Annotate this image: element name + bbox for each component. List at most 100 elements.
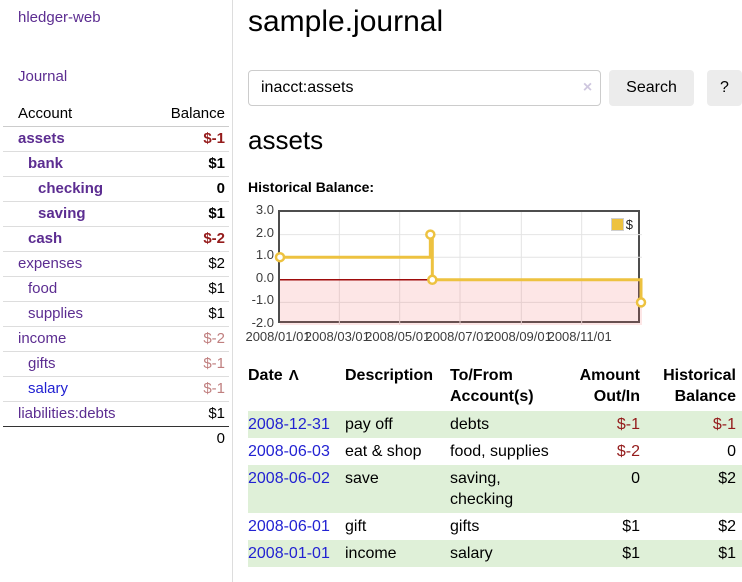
sidebar-account-row: salary $-1: [3, 376, 229, 402]
register-date-link[interactable]: 2008-06-03: [248, 443, 330, 460]
x-axis-tick-label: 2008/07/01: [425, 329, 491, 344]
register-balance-cell: $2: [718, 518, 736, 535]
register-column-accounts: To/From Account(s): [450, 367, 534, 405]
register-accounts-cell: debts: [450, 416, 490, 433]
register-amount-cell: $-2: [616, 443, 640, 460]
chart-legend: $: [610, 217, 633, 232]
register-description-cell: pay off: [345, 416, 393, 433]
y-axis-tick-label: 1.0: [255, 247, 274, 263]
register-header-row: Date Λ Description To/From Account(s) Amo…: [248, 363, 742, 411]
x-axis-tick-label: 2008/11/01: [547, 329, 612, 344]
register-amount-cell: $-1: [616, 416, 640, 433]
sidebar-account-link[interactable]: salary: [28, 380, 69, 397]
accounts-total-row: 0: [3, 426, 229, 451]
register-amount-cell: $1: [622, 518, 640, 535]
register-column-date[interactable]: Date Λ: [248, 363, 345, 411]
sidebar-account-row: expenses $2: [3, 251, 229, 277]
register-date-cell: 2008-12-31: [248, 411, 345, 438]
register-date-link[interactable]: 2008-06-01: [248, 518, 330, 535]
account-balance: $-1: [151, 376, 229, 402]
register-date-cell: 2008-06-01: [248, 513, 345, 540]
register-column-description: Description: [345, 367, 434, 384]
y-axis-tick-label: -1.0: [251, 292, 274, 308]
account-balance: $1: [151, 401, 229, 427]
register-date-cell: 2008-06-03: [248, 438, 345, 465]
register-accounts-cell: saving, checking: [450, 470, 514, 508]
sidebar: hledger-web Journal Account Balance asse…: [0, 0, 233, 582]
register-column-balance: Historical Balance: [663, 367, 736, 405]
sidebar-account-row: food $1: [3, 276, 229, 302]
historical-balance-chart: $ 3.0 2.0 1.0 0.0 -1.0 -2.0 2008/01/01 2008/03/…: [245, 203, 648, 344]
app-brand-link[interactable]: hledger-web: [18, 9, 101, 26]
account-balance: $1: [151, 276, 229, 302]
search-form: × Search ?: [248, 70, 742, 106]
register-row: 2008-06-01 gift gifts $1 $2: [248, 513, 742, 540]
register-description-cell: income: [345, 545, 397, 562]
y-axis-tick-label: 3.0: [255, 202, 274, 217]
sidebar-account-link[interactable]: checking: [38, 180, 104, 197]
register-balance-cell: $1: [718, 545, 736, 562]
sidebar-account-link[interactable]: bank: [28, 155, 64, 172]
register-amount-cell: $1: [622, 545, 640, 562]
register-accounts-cell: gifts: [450, 518, 480, 535]
sort-ascending-icon: Λ: [288, 367, 299, 384]
register-row: 2008-06-03 eat & shop food, supplies $-2 0: [248, 438, 742, 465]
sidebar-account-row: checking 0: [3, 176, 229, 202]
chart-plot-area[interactable]: $: [274, 210, 647, 325]
account-balance: $1: [151, 201, 229, 227]
legend-label: $: [625, 217, 633, 232]
clear-search-icon[interactable]: ×: [582, 79, 593, 96]
account-balance: $-1: [203, 130, 225, 147]
register-date-link[interactable]: 2008-06-02: [248, 470, 330, 487]
sidebar-account-link[interactable]: income: [18, 330, 67, 347]
chart-label: Historical Balance:: [248, 179, 375, 195]
account-balance: $-1: [151, 351, 229, 377]
register-row: 2008-01-01 income salary $1 $1: [248, 540, 742, 567]
sidebar-account-link[interactable]: food: [28, 280, 58, 297]
sidebar-accounts-body: assets $-1 bank $1 checking 0 saving $1 cash $-2 e…: [3, 127, 229, 427]
register-description-cell: eat & shop: [345, 443, 422, 460]
accounts-table: Account Balance assets $-1 bank $1 checking 0…: [3, 102, 229, 451]
y-axis-tick-label: 0.0: [255, 269, 274, 285]
register-column-amount: Amount Out/In: [579, 367, 640, 405]
sidebar-account-link[interactable]: liabilities:debts: [18, 405, 116, 422]
sidebar-account-row: cash $-2: [3, 226, 229, 252]
chart-canvas: [274, 212, 647, 325]
sidebar-account-link[interactable]: supplies: [28, 305, 84, 322]
accounts-total-value: 0: [151, 426, 229, 451]
sidebar-account-row: saving $1: [3, 201, 229, 227]
x-axis-tick-label: 2008/03/01: [304, 329, 370, 344]
account-balance: $1: [151, 151, 229, 177]
sidebar-account-row: liabilities:debts $1: [3, 401, 229, 427]
x-axis-tick-label: 2008/09/01: [486, 329, 552, 344]
search-input[interactable]: [248, 70, 602, 106]
register-column-date-label: Date: [248, 367, 283, 384]
accounts-table-header: Account Balance: [3, 102, 229, 127]
register-description-cell: save: [345, 470, 379, 487]
search-button[interactable]: Search: [609, 70, 694, 106]
account-balance: $-2: [151, 326, 229, 352]
register-balance-cell: 0: [727, 443, 736, 460]
help-button[interactable]: ?: [706, 70, 742, 106]
register-accounts-cell: food, supplies: [450, 443, 549, 460]
register-date-cell: 2008-01-01: [248, 540, 345, 567]
sidebar-item-journal[interactable]: Journal: [18, 68, 68, 85]
sidebar-account-link[interactable]: gifts: [28, 355, 56, 372]
register-row: 2008-12-31 pay off debts $-1 $-1: [248, 411, 742, 438]
sidebar-account-link[interactable]: cash: [28, 230, 63, 247]
x-axis-tick-label: 2008/05/01: [365, 329, 431, 344]
accounts-column-balance: Balance: [151, 102, 229, 127]
account-balance: $2: [151, 251, 229, 277]
register-amount-cell: 0: [631, 470, 640, 487]
sidebar-account-row: bank $1: [3, 151, 229, 177]
x-axis-tick-label: 2008/01/01: [245, 329, 311, 344]
account-title: assets: [248, 125, 324, 155]
sidebar-account-link[interactable]: saving: [38, 205, 86, 222]
register-balance-cell: $2: [718, 470, 736, 487]
sidebar-account-row: supplies $1: [3, 301, 229, 327]
sidebar-account-link[interactable]: assets: [18, 130, 65, 147]
register-date-link[interactable]: 2008-01-01: [248, 545, 330, 562]
legend-swatch: [610, 218, 624, 231]
sidebar-account-link[interactable]: expenses: [18, 255, 83, 272]
register-date-link[interactable]: 2008-12-31: [248, 416, 330, 433]
